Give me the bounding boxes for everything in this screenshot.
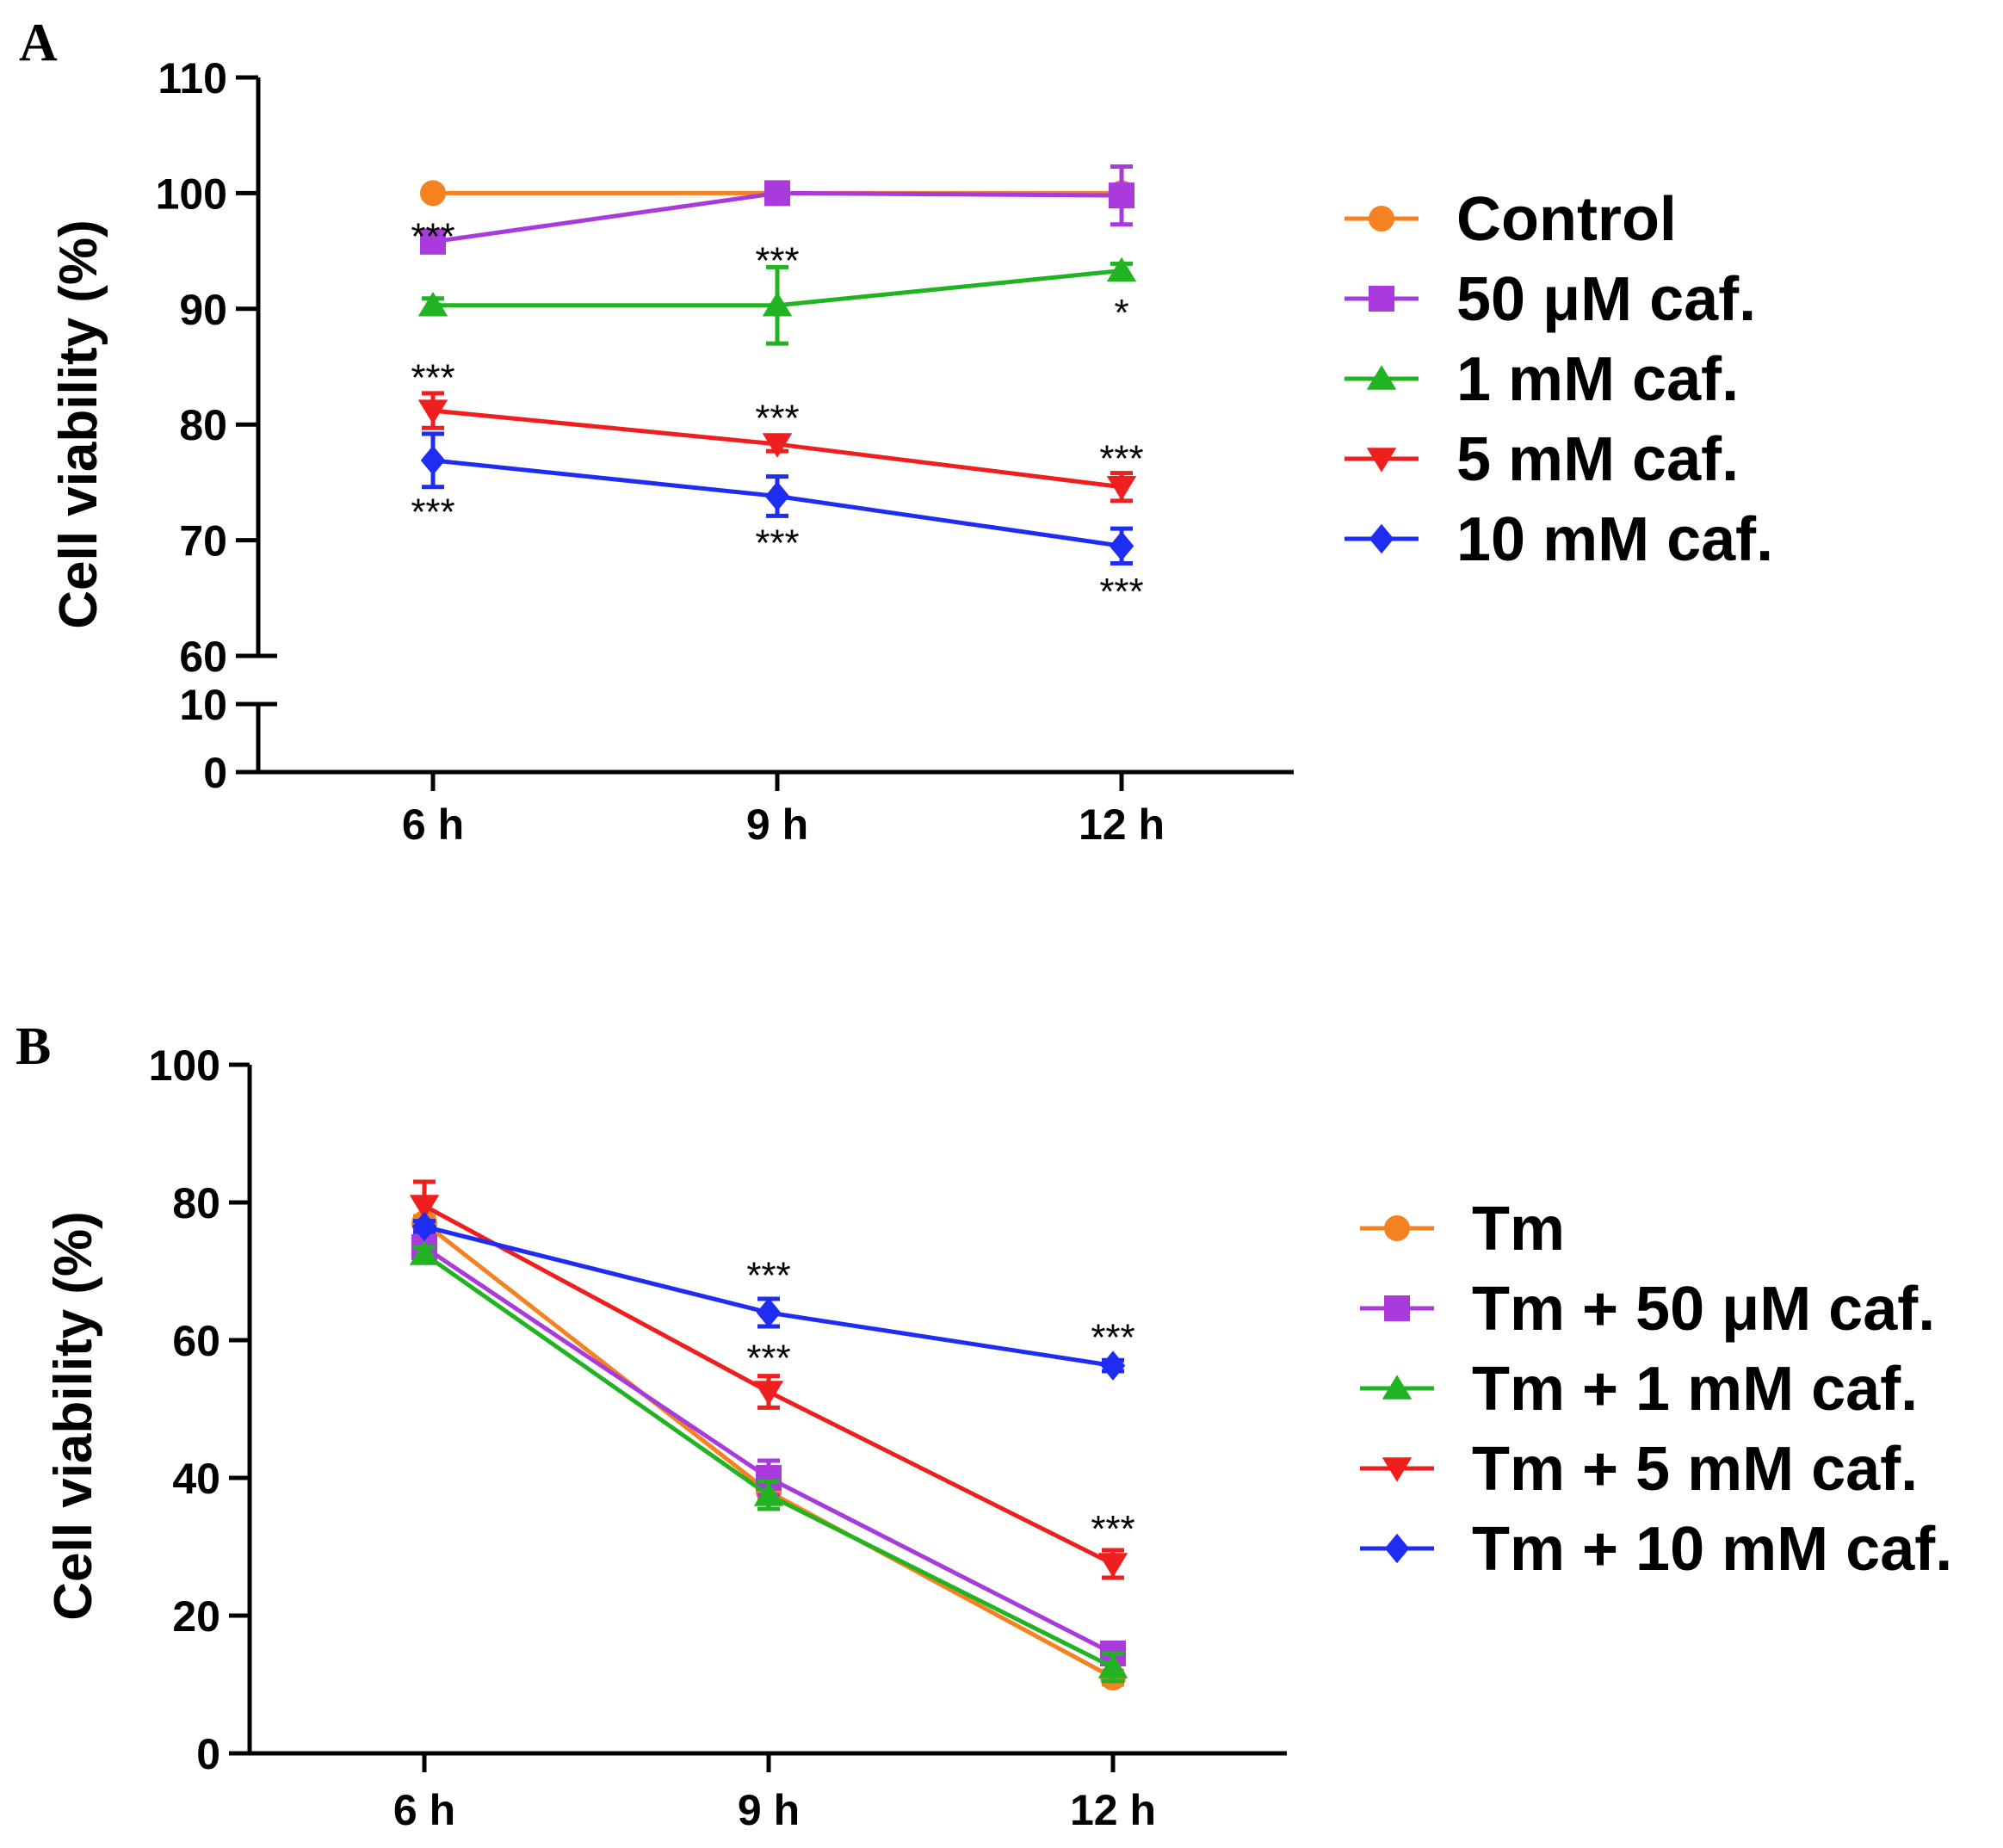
panel-b-legend-label-tm: Tm — [1472, 1195, 1565, 1264]
panel-b-series-tm-10-mm-caf — [411, 1211, 1126, 1381]
panel-b-series-tm-5-mm-caf — [409, 1179, 1128, 1580]
panel-b-y-tick-label-20: 20 — [172, 1592, 220, 1641]
panel-a-y-tick-label-90: 90 — [179, 286, 227, 334]
panel-b-point-tm-1-mm-caf-2 — [1097, 1653, 1128, 1678]
panel-a-x-tick-label-0: 6 h — [402, 800, 464, 849]
panel-b-point-tm-10-mm-caf-0 — [411, 1211, 437, 1242]
panel-a-annotation-2: * — [1114, 292, 1128, 334]
panel-a-legend-label-5-mm-caf: 5 mM caf. — [1456, 425, 1739, 494]
panel-a-legend-label-50-m-caf: 50 μM caf. — [1456, 265, 1756, 334]
panel-b-x-tick-label-0: 6 h — [393, 1786, 455, 1834]
panel-a-annotation-3: *** — [411, 356, 454, 399]
panel-b-series-tm-1-mm-caf — [409, 1240, 1128, 1684]
panel-a-annotation-4: *** — [755, 397, 799, 439]
panel-a-y-tick-label-60: 60 — [179, 633, 227, 681]
panel-b-legend-marker-tm-1-mm-caf — [1382, 1375, 1413, 1400]
panel-a-point-control-0 — [420, 180, 446, 207]
panel-b-y-tick-label-60: 60 — [172, 1317, 220, 1365]
panel-b-legend-marker-tm-10-mm-caf — [1384, 1533, 1410, 1564]
panel-a-annotation-7: *** — [755, 522, 799, 565]
panel-a-annotation-8: *** — [1099, 571, 1143, 613]
panel-b-point-tm-10-mm-caf-2 — [1100, 1350, 1126, 1381]
panel-b-point-tm-10-mm-caf-1 — [756, 1297, 782, 1328]
panel-b-legend-label-tm-50-m-caf: Tm + 50 μM caf. — [1472, 1275, 1935, 1344]
panel-b-point-tm-1-mm-caf-0 — [409, 1240, 440, 1265]
panel-b-legend-label-tm-5-mm-caf: Tm + 5 mM caf. — [1472, 1435, 1918, 1504]
panel-a-legend-marker-control — [1369, 206, 1394, 232]
panel-b-point-tm-5-mm-caf-1 — [753, 1381, 784, 1406]
panel-a-legend-marker-1-mm-caf — [1366, 365, 1397, 390]
panel-a-annotation-0: *** — [411, 215, 454, 257]
panel-a-point-5-mm-caf-0 — [417, 399, 448, 424]
panel-b-y-tick-label-40: 40 — [172, 1455, 220, 1503]
panel-a-point-10-mm-caf-2 — [1109, 531, 1134, 561]
panel-a-x-tick-label-2: 12 h — [1079, 800, 1165, 849]
panel-b-legend-marker-tm-50-m-caf — [1384, 1295, 1410, 1321]
panel-a-series-1-mm-caf — [417, 256, 1137, 346]
panel-a-y-tick-label-lower-0: 0 — [203, 749, 227, 797]
panel-a-point-5-mm-caf-2 — [1106, 476, 1137, 501]
panel-b-y-tick-label-80: 80 — [172, 1179, 220, 1227]
panel-b-legend-marker-tm-5-mm-caf — [1382, 1457, 1413, 1482]
panel-a-y-axis-label: Cell viability (%) — [49, 219, 108, 628]
panel-a-point-50-m-caf-0 — [420, 228, 446, 255]
panel-b-legend-label-tm-10-mm-caf: Tm + 10 mM caf. — [1472, 1515, 1952, 1584]
panel-a-y-tick-label-lower-10: 10 — [179, 681, 227, 729]
panel-b-point-tm-5-mm-caf-2 — [1097, 1553, 1128, 1578]
panel-a-point-1-mm-caf-1 — [762, 292, 793, 317]
panel-b-y-axis-label: Cell viability (%) — [44, 1211, 103, 1620]
panel-a-legend-marker-5-mm-caf — [1366, 448, 1397, 473]
panel-a-point-10-mm-caf-1 — [764, 481, 790, 511]
panel-a-annotation-1: *** — [755, 240, 799, 282]
panel-a-annotation-5: *** — [1099, 437, 1143, 479]
panel-a-legend-marker-10-mm-caf — [1369, 523, 1394, 554]
panel-a-series — [417, 164, 1137, 566]
panel-a-label: A — [19, 14, 58, 72]
panel-a-y-tick-label-70: 70 — [179, 517, 227, 566]
panel-b-point-tm-5-mm-caf-0 — [409, 1195, 440, 1220]
panel-a-legend: Control 50 μM caf. 1 mM caf. 5 mM caf. 10 mM… — [1345, 185, 1773, 574]
panel-b-x-tick-label-1: 9 h — [738, 1786, 800, 1834]
panel-a-series-10-mm-caf — [420, 431, 1134, 566]
panel-a-legend-label-1-mm-caf: 1 mM caf. — [1456, 345, 1739, 414]
panel-b-legend-label-tm-1-mm-caf: Tm + 1 mM caf. — [1472, 1355, 1918, 1424]
panel-b-legend-marker-tm — [1384, 1215, 1410, 1241]
panel-b-y-tick-label-100: 100 — [149, 1041, 220, 1090]
panel-a-x-tick-label-1: 9 h — [746, 800, 808, 849]
panel-a-y-tick-label-110: 110 — [158, 54, 227, 102]
panel-a-series-50-m-caf — [420, 164, 1134, 255]
panel-b-annotations: *** *** *** *** — [746, 1255, 1134, 1550]
panel-b-axes: 0 20 40 60 80 100 6 h 9 h 12 h — [149, 1041, 1287, 1834]
panel-b: B Cell viability (%) 0 20 40 60 80 100 6 h 9 h 1… — [15, 1017, 1952, 1834]
panel-a-legend-label-10-mm-caf: 10 mM caf. — [1456, 505, 1773, 574]
panel-b-label: B — [15, 1017, 51, 1076]
panel-a-series-5-mm-caf — [417, 391, 1137, 504]
panel-a-legend-marker-50-m-caf — [1369, 286, 1394, 312]
panel-b-series — [409, 1179, 1128, 1690]
panel-a-point-1-mm-caf-2 — [1106, 256, 1137, 282]
panel-a-y-tick-label-80: 80 — [179, 401, 227, 449]
panel-a-point-5-mm-caf-1 — [762, 433, 793, 458]
panel-a-point-10-mm-caf-0 — [420, 445, 446, 476]
panel-a-point-1-mm-caf-0 — [417, 292, 448, 317]
panel-b-x-tick-label-2: 12 h — [1070, 1786, 1156, 1834]
panel-a-annotations: ************************* — [411, 215, 1143, 613]
panel-a-annotation-6: *** — [411, 491, 454, 533]
panel-a: A Cell viability (%) 60 70 80 90 100 110 0 10 6 … — [19, 14, 1773, 849]
panel-b-annotation-0: *** — [746, 1255, 790, 1297]
panel-b-annotation-3: *** — [1091, 1508, 1134, 1550]
panel-a-legend-label-control: Control — [1456, 185, 1677, 254]
panel-b-legend: Tm Tm + 50 μM caf. Tm + 1 mM caf. Tm + 5 mM… — [1360, 1195, 1952, 1584]
panel-b-annotation-1: *** — [1091, 1317, 1134, 1359]
panel-b-annotation-2: *** — [746, 1338, 790, 1380]
panel-a-y-tick-label-100: 100 — [156, 170, 227, 218]
panel-a-axes: 60 70 80 90 100 110 0 10 6 h 9 h 12 h — [156, 54, 1294, 849]
panel-b-point-tm-1-mm-caf-1 — [753, 1481, 784, 1506]
panel-a-point-50-m-caf-1 — [764, 180, 790, 207]
panel-b-y-tick-label-0: 0 — [196, 1730, 220, 1778]
panel-a-point-50-m-caf-2 — [1109, 182, 1134, 209]
